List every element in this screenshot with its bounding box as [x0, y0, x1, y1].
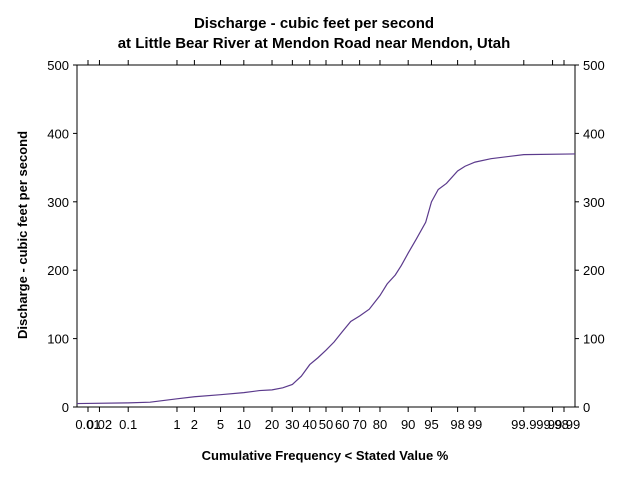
y-tick-label-left: 500 [47, 58, 69, 73]
x-tick-label: 99.98 [536, 417, 569, 432]
x-tick-label: 0.01 [75, 417, 100, 432]
x-tick-label: 30 [285, 417, 299, 432]
x-tick-label: 60 [335, 417, 349, 432]
x-tick-label: 40 [303, 417, 317, 432]
x-tick-label: 90 [401, 417, 415, 432]
series-line [76, 153, 576, 405]
y-tick-label-right: 100 [583, 332, 605, 347]
x-tick-label: 99.99 [548, 417, 581, 432]
chart-title-line-2: at Little Bear River at Mendon Road near… [118, 35, 511, 52]
x-tick-label: 70 [352, 417, 366, 432]
y-tick-label-right: 200 [583, 263, 605, 278]
x-tick-label: 5 [217, 417, 224, 432]
x-tick-label: 1 [173, 417, 180, 432]
series-layer [76, 153, 576, 405]
x-tick-label: 50 [319, 417, 333, 432]
x-tick-label: 80 [373, 417, 387, 432]
y-tick-label-left: 200 [47, 263, 69, 278]
x-tick-label: 0.1 [119, 417, 137, 432]
x-tick-label: 98 [450, 417, 464, 432]
y-axis-ticks: 0 0 100 100 200 200 300 300 400 400 500 500 [47, 58, 604, 415]
y-tick-label-right: 0 [583, 400, 590, 415]
x-tick-label: 99 [468, 417, 482, 432]
x-tick-label: 2 [191, 417, 198, 432]
x-axis-label: Cumulative Frequency < Stated Value % [202, 448, 449, 463]
y-tick-label-left: 400 [47, 126, 69, 141]
y-axis-label: Discharge - cubic feet per second [15, 131, 30, 339]
y-tick-label-left: 100 [47, 332, 69, 347]
y-tick-label-left: 300 [47, 195, 69, 210]
chart-title-line-1: Discharge - cubic feet per second [194, 15, 434, 32]
x-tick-label: 0.02 [87, 417, 112, 432]
y-tick-label-right: 300 [583, 195, 605, 210]
y-tick-label-right: 500 [583, 58, 605, 73]
x-tick-label: 95 [424, 417, 438, 432]
x-tick-label: 99.9 [511, 417, 536, 432]
x-tick-label: 20 [265, 417, 279, 432]
plot-frame [76, 64, 576, 408]
y-tick-label-right: 400 [583, 126, 605, 141]
x-axis-ticks: 0.010.02 0.1 1 2 5 10 20 30 40 50 60 70 80 90 95 98 99 99… [75, 60, 580, 432]
y-tick-label-left: 0 [62, 400, 69, 415]
x-tick-label: 10 [237, 417, 251, 432]
